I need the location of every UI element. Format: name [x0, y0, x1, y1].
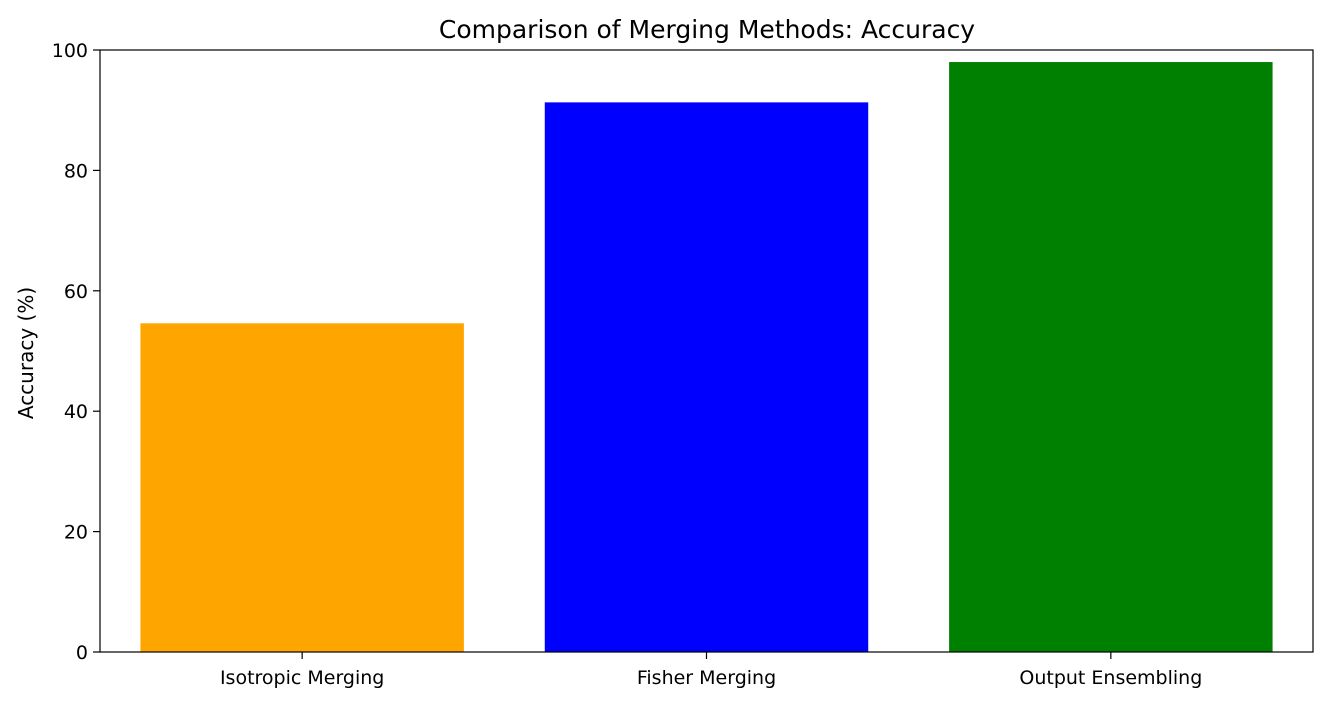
y-tick-label: 0 [76, 642, 88, 664]
bar-output-ensembling [949, 62, 1273, 653]
bar-fisher-merging [544, 102, 869, 653]
y-tick-label: 20 [64, 522, 88, 544]
y-axis-label: Accuracy (%) [14, 287, 38, 419]
y-tick-label: 60 [64, 281, 88, 303]
x-tick-label: Output Ensembling [1019, 667, 1202, 689]
y-tick-label: 80 [64, 160, 88, 182]
x-tick-label: Isotropic Merging [220, 667, 384, 689]
x-tick-label: Fisher Merging [637, 667, 776, 689]
bar-isotropic-merging [140, 323, 464, 652]
plot-area: 0 20 40 60 80 100 Isotropic Merging Fisher Merg… [52, 40, 1314, 689]
y-tick-label: 100 [52, 40, 88, 62]
chart-title: Comparison of Merging Methods: Accuracy [439, 15, 975, 44]
y-tick-label: 40 [64, 401, 88, 423]
